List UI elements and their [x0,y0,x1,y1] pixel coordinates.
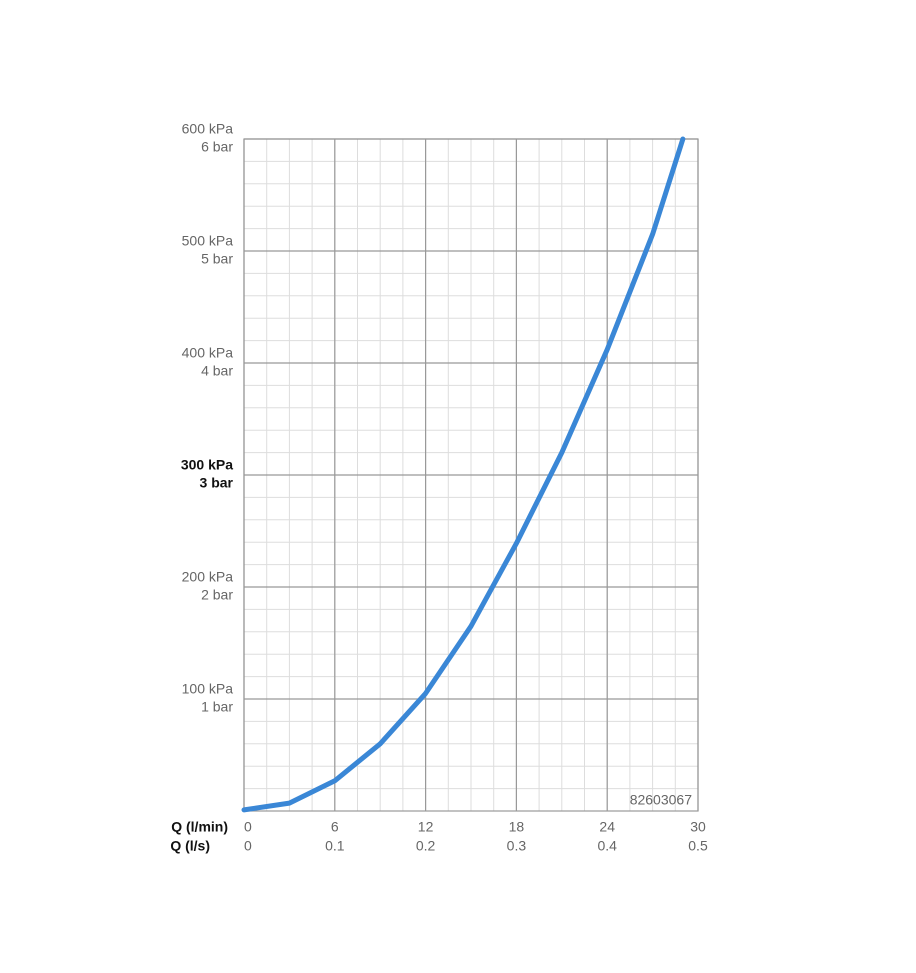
y2-tick-label: 1 bar [201,699,233,715]
x-tick-label: 6 [331,819,339,835]
y-tick-label: 300 kPa [181,457,233,473]
x2-axis-label: Q (l/s) [170,838,210,854]
y-tick-label: 600 kPa [182,121,234,137]
x-tick-label: 0 [244,819,252,835]
y-tick-label: 400 kPa [182,345,234,361]
y2-tick-label: 4 bar [201,363,233,379]
y-tick-label: 100 kPa [182,681,234,697]
x-axis-label: Q (l/min) [171,819,228,835]
x2-tick-label: 0.3 [507,838,527,854]
y2-tick-label: 2 bar [201,587,233,603]
x2-tick-label: 0.5 [688,838,708,854]
annotation: 82603067 [630,792,693,808]
x-tick-label: 18 [509,819,525,835]
y-tick-label: 500 kPa [182,233,234,249]
y-tick-label: 200 kPa [182,569,234,585]
x-tick-label: 24 [599,819,615,835]
x-tick-label: 30 [690,819,706,835]
x-tick-label: 12 [418,819,434,835]
curve [241,136,686,813]
y2-tick-label: 5 bar [201,251,233,267]
y2-tick-label: 6 bar [201,139,233,155]
x2-tick-label: 0.1 [325,838,345,854]
x2-tick-label: 0.2 [416,838,436,854]
x2-tick-label: 0 [244,838,252,854]
y2-tick-label: 3 bar [200,475,234,491]
x2-tick-label: 0.4 [597,838,617,854]
